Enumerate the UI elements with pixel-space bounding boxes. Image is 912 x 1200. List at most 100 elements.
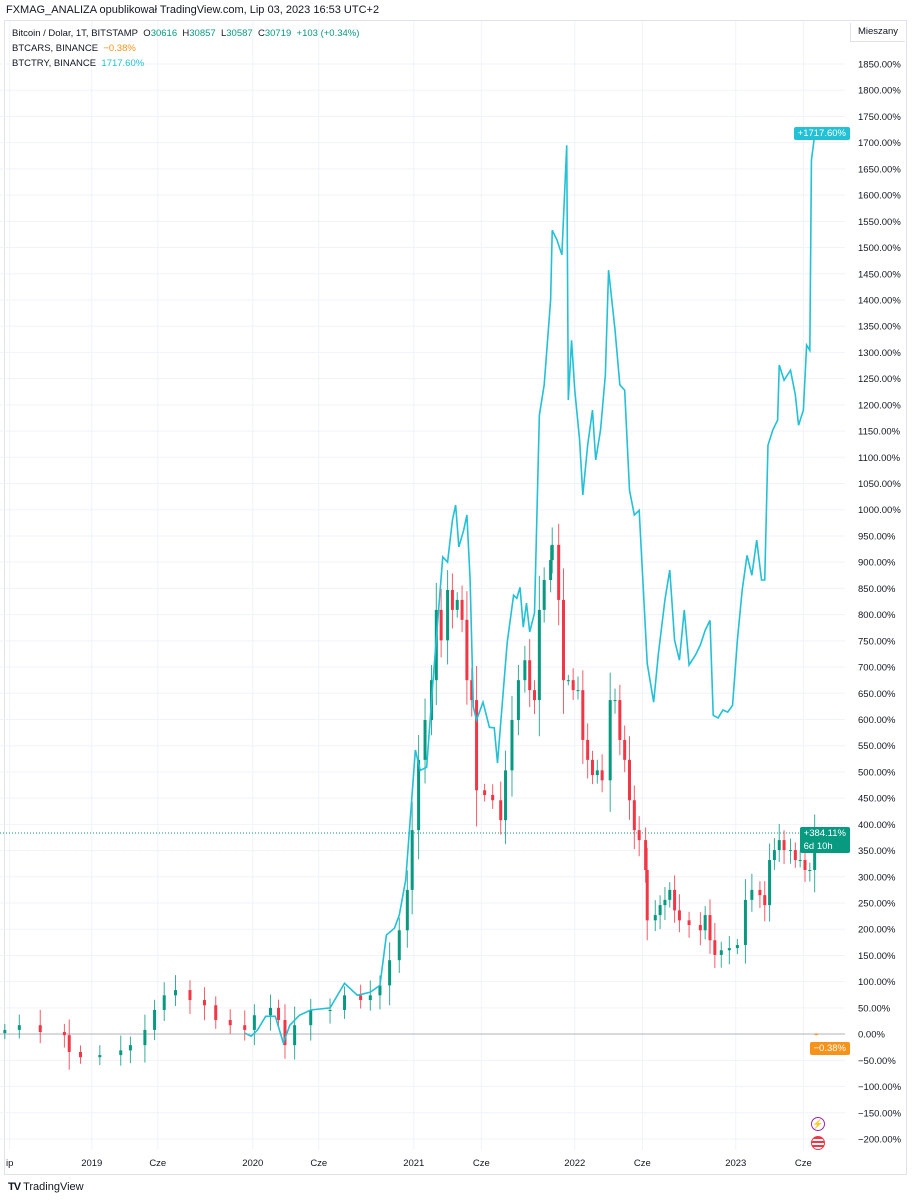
candle-body	[637, 830, 641, 841]
y-tick-label: 900.00%	[858, 558, 896, 569]
y-tick-label: 700.00%	[858, 663, 896, 674]
candle-body	[542, 580, 546, 610]
candle-body	[293, 1025, 297, 1046]
candle-body	[465, 619, 469, 681]
y-tick-label: 650.00%	[858, 689, 896, 700]
candle-body	[595, 770, 599, 776]
candle-body	[663, 899, 667, 906]
y-tick-label: 1300.00%	[858, 348, 901, 359]
btcars-value: −0.38%	[103, 43, 136, 54]
candle-body	[677, 910, 681, 921]
y-tick-label: 1850.00%	[858, 60, 901, 71]
candle-body	[557, 544, 561, 600]
time-axis[interactable]: ip 2019 Cze 2020 Cze 2021 Cze 2022 Cze 2023 Cze	[6, 1158, 812, 1169]
main-price-badge: +384.11% 6d 10h	[799, 827, 850, 853]
candle-body	[475, 700, 479, 791]
candle-body	[277, 1007, 281, 1020]
y-tick-label: 800.00%	[858, 610, 896, 621]
candle-body	[566, 680, 570, 682]
legend-btcars[interactable]: BTCARS, BINANCE −0.38%	[12, 41, 359, 56]
y-tick-label: 250.00%	[858, 899, 896, 910]
candle-body	[528, 660, 532, 691]
candle-body	[772, 850, 776, 861]
candle-body	[455, 599, 459, 610]
us-flag-event-icon[interactable]	[811, 1136, 825, 1150]
o-label: O	[143, 28, 151, 39]
y-tick-label: 200.00%	[858, 925, 896, 936]
x-tick-label: Cze	[473, 1158, 490, 1169]
candle-body	[188, 990, 192, 1001]
y-tick-label: 300.00%	[858, 872, 896, 883]
y-tick-label: 1250.00%	[858, 374, 901, 385]
candle-body	[173, 990, 177, 996]
candle-body	[581, 690, 585, 740]
y-tick-label: 750.00%	[858, 636, 896, 647]
candle-body	[143, 1029, 147, 1046]
y-tick-label: −150.00%	[858, 1108, 902, 1119]
candle-body	[510, 720, 514, 771]
y-tick-label: 950.00%	[858, 531, 896, 542]
candle-body	[470, 680, 474, 701]
lightning-event-icon[interactable]: ⚡	[811, 1117, 825, 1131]
candle-body	[128, 1045, 132, 1051]
x-tick-label: Cze	[149, 1158, 166, 1169]
candle-body	[378, 985, 382, 996]
legend-main[interactable]: Bitcoin / Dolar, 1T, BITSTAMP O30616 H30…	[12, 26, 359, 41]
footer: TV TradingView	[8, 1181, 84, 1193]
candle-body	[446, 589, 450, 641]
candle-body	[763, 895, 767, 906]
candle-body	[668, 889, 672, 900]
open-value: 30616	[150, 28, 178, 39]
y-tick-label: 500.00%	[858, 767, 896, 778]
candle-body	[243, 1025, 247, 1030]
candle-body	[623, 739, 627, 760]
candle-body	[645, 869, 649, 921]
footer-brand: TradingView	[23, 1181, 84, 1193]
candle-body	[228, 1019, 232, 1026]
candle-body	[708, 915, 712, 941]
y-tick-label: 1500.00%	[858, 243, 901, 254]
y-tick-label: 0.00%	[858, 1030, 885, 1041]
candle-body	[119, 1050, 123, 1056]
candle-body	[628, 759, 632, 801]
y-tick-label: 550.00%	[858, 741, 896, 752]
candle-body	[523, 660, 527, 681]
candle-body	[653, 915, 657, 921]
high-value: 30857	[189, 28, 216, 39]
candle-body	[613, 700, 617, 702]
candle-body	[549, 560, 553, 580]
candle-body	[562, 599, 565, 681]
x-tick-label: ip	[6, 1158, 13, 1169]
close-value: 30719	[264, 28, 292, 39]
candle-body	[673, 889, 677, 911]
btcars-price-badge: −0.38%	[809, 1042, 850, 1055]
x-tick-label: 2023	[725, 1158, 746, 1169]
y-tick-label: 400.00%	[858, 820, 896, 831]
candle-body	[214, 1005, 218, 1020]
candle-body	[328, 1010, 332, 1011]
candle-body	[423, 720, 427, 760]
candle-body	[359, 995, 363, 1001]
y-tick-label: 50.00%	[858, 1003, 891, 1014]
candle-body	[405, 889, 409, 931]
candle-body	[586, 739, 590, 760]
scale-mode-button[interactable]: Mieszany	[850, 23, 905, 42]
x-tick-label: 2021	[403, 1158, 424, 1169]
candle-body	[550, 544, 554, 561]
candle-body	[450, 589, 454, 610]
y-tick-label: 1200.00%	[858, 400, 901, 411]
c-label: C	[257, 28, 265, 39]
candle-body	[798, 860, 802, 862]
candle-body	[202, 1000, 206, 1006]
x-tick-label: 2019	[81, 1158, 102, 1169]
legend-btctry[interactable]: BTCTRY, BINANCE 1717.60%	[12, 56, 359, 71]
candle-body	[743, 899, 747, 945]
y-tick-label: 1450.00%	[858, 269, 901, 280]
candles	[3, 523, 820, 1070]
y-tick-label: 1400.00%	[858, 295, 901, 306]
y-tick-label: −50.00%	[858, 1056, 896, 1067]
price-axis[interactable]: 1850.00% 1800.00% 1750.00% 1700.00% 1650.00%…	[858, 60, 902, 1146]
candle-body	[491, 795, 495, 801]
candle-body	[713, 940, 717, 955]
